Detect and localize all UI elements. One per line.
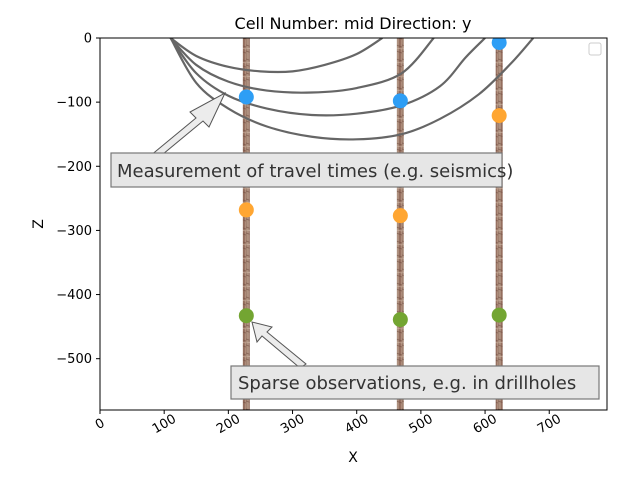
data-point-s3-3 (491, 307, 507, 323)
y-tick-label-0: 0 (84, 32, 92, 47)
y-tick-label--100: −100 (56, 96, 92, 111)
y-tick-label--200: −200 (56, 160, 92, 175)
x-tick-label-400: 400 (342, 412, 371, 437)
x-tick-label-100: 100 (150, 412, 179, 437)
y-axis-ticks: 0 −100 −200 −300 −400 −500 (56, 32, 100, 367)
axes-frame (99, 37, 608, 411)
annotation-box-2 (230, 365, 600, 400)
annotation-arrow-1 (149, 91, 227, 160)
data-point-s3-1 (238, 308, 254, 324)
x-tick-label-700: 700 (535, 412, 564, 437)
x-axis-label: X (348, 450, 358, 466)
annotation-drillholes: Sparse observations, e.g. in drillholes (230, 321, 600, 400)
drillholes (242, 38, 503, 410)
plot-area (169, 38, 535, 410)
x-tick-label-0: 0 (93, 416, 108, 433)
chart-title: Cell Number: mid Direction: y (235, 14, 472, 33)
raypath-2 (169, 38, 435, 94)
data-point-s3-2 (392, 312, 408, 328)
x-tick-label-600: 600 (471, 412, 500, 437)
y-tick-label--300: −300 (56, 224, 92, 239)
data-point-s2-2 (392, 208, 408, 224)
data-point-s2-3 (491, 108, 507, 124)
y-tick-label--500: −500 (56, 352, 92, 367)
y-tick-label--400: −400 (56, 288, 92, 303)
data-point-s2-1 (238, 202, 254, 218)
annotation-seismics: Measurement of travel times (e.g. seismi… (110, 91, 513, 188)
legend-box (588, 42, 602, 56)
raypath-3 (169, 38, 486, 117)
data-point-s1-1 (238, 89, 254, 105)
data-point-s1-3 (491, 38, 507, 50)
data-point-s1-2 (392, 93, 408, 109)
x-axis-ticks: 0 100 200 300 400 500 600 700 (93, 410, 564, 437)
raypaths (169, 38, 535, 141)
x-tick-label-300: 300 (278, 412, 307, 437)
y-axis-label: Z (31, 219, 47, 229)
raypath-1 (169, 38, 383, 74)
x-tick-label-200: 200 (214, 412, 243, 437)
annotation-box-1 (110, 152, 503, 188)
drillhole-3 (495, 38, 503, 410)
annotation-text-1: Measurement of travel times (e.g. seismi… (117, 161, 513, 182)
drillhole-2 (396, 38, 404, 410)
drillhole-1 (242, 38, 250, 410)
x-tick-label-500: 500 (407, 412, 436, 437)
annotation-arrow-2 (251, 321, 307, 369)
data-points (238, 38, 507, 328)
annotation-text-2: Sparse observations, e.g. in drillholes (238, 373, 576, 394)
